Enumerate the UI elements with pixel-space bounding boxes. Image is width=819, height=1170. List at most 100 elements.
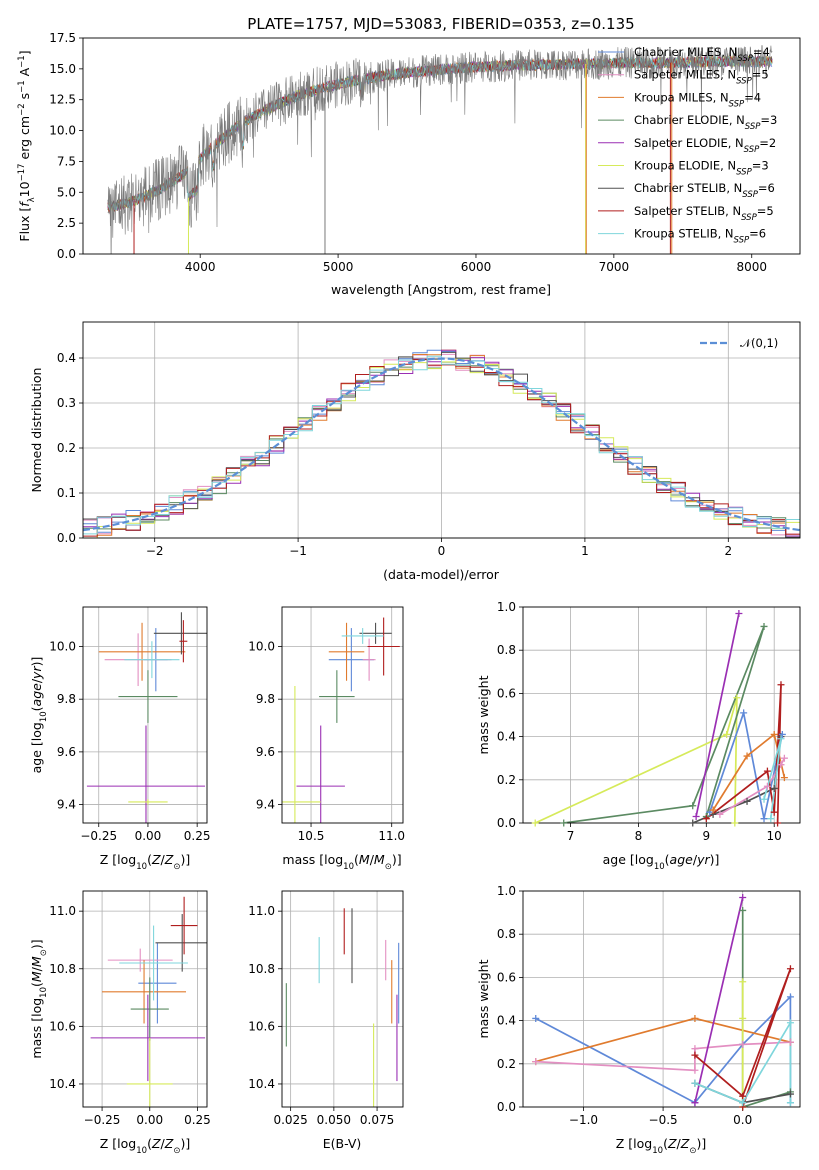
- weight-marker: [532, 1014, 540, 1022]
- weight-marker: [770, 784, 778, 792]
- label-part: Kroupa ELODIE, N: [634, 159, 736, 173]
- y-tick-label: 11.0: [49, 904, 76, 918]
- label-part: SSP: [741, 213, 757, 223]
- label-part: age: [670, 852, 694, 867]
- y-tick-label: 10.4: [248, 1077, 275, 1091]
- label-part: SSP: [745, 122, 761, 132]
- x-tick-label: 0.00: [136, 1113, 163, 1127]
- label-part: age [log: [603, 852, 654, 867]
- label-part: /: [693, 852, 698, 867]
- axes-frame: [522, 890, 801, 1108]
- label-part: =4: [744, 90, 761, 104]
- label-part: SSP: [729, 99, 745, 109]
- label-part: SSP: [742, 190, 758, 200]
- weight-line-salpeter-stelib: [694, 968, 792, 1107]
- weight-marker: [770, 730, 778, 738]
- plot-area: [282, 617, 400, 823]
- label-part: =3: [760, 113, 777, 127]
- y-tick-label: 0.0: [57, 247, 76, 261]
- label-part: Salpeter ELODIE, N: [634, 136, 744, 150]
- label-part: =5: [757, 204, 774, 218]
- label-part: =4: [753, 45, 770, 59]
- weight-line-chabrier-miles: [708, 709, 784, 819]
- label-part: )]: [392, 852, 402, 867]
- x-tick-label: −0.5: [649, 1113, 678, 1127]
- x-tick-label: 5000: [323, 260, 354, 274]
- legend-entry: 𝒩(0,1): [740, 336, 778, 350]
- y-tick-label: 10.0: [49, 124, 76, 138]
- label-part: =2: [759, 136, 776, 150]
- weight-line-chabrier-elodie: [563, 626, 765, 823]
- y-tick-label: 7.5: [57, 154, 76, 168]
- label-part: 10: [343, 862, 354, 872]
- x-tick-label: 8000: [736, 260, 767, 274]
- label-part: (: [663, 1136, 668, 1151]
- label-part: SSP: [734, 236, 750, 246]
- label-part: (: [147, 1136, 152, 1151]
- panel-age-vs-Z: −0.25 0.00 0.259.49.69.810.0Z [log10(Z/Z⊙)…: [29, 606, 211, 872]
- x-tick-label: 0.025: [273, 1113, 307, 1127]
- label-part: Z: [164, 852, 174, 867]
- label-part: (: [665, 852, 670, 867]
- x-tick-label: 2: [724, 544, 732, 558]
- label-part: Flux [: [17, 207, 32, 242]
- label-part: f: [17, 201, 32, 207]
- weight-marker: [786, 1019, 794, 1027]
- x-tick-label: 7000: [599, 260, 630, 274]
- label-part: (: [354, 852, 359, 867]
- label-part: M: [29, 956, 44, 967]
- y-tick-label: 1.0: [497, 884, 516, 898]
- y-axis-label: mass weight: [476, 675, 491, 754]
- weight-marker: [743, 797, 751, 805]
- x-tick-label: −2: [146, 544, 164, 558]
- y-tick-label: 10.0: [49, 640, 76, 654]
- x-axis-label: wavelength [Angstrom, rest frame]: [331, 282, 551, 297]
- y-tick-label: 10.8: [49, 962, 76, 976]
- legend-entry: Kroupa MILES, NSSP=4: [634, 90, 761, 109]
- y-tick-label: 9.4: [57, 798, 76, 812]
- label-part: ⊙: [173, 862, 180, 872]
- label-part: (: [29, 706, 44, 711]
- x-tick-label: −1: [289, 544, 307, 558]
- y-tick-label: 10.0: [248, 640, 275, 654]
- x-tick-label: 0.00: [135, 829, 162, 843]
- legend-entry: Chabrier STELIB, NSSP=6: [634, 181, 775, 200]
- y-tick-label: 11.0: [248, 904, 275, 918]
- label-part: =3: [752, 159, 769, 173]
- y-tick-label: 0.2: [497, 1057, 516, 1071]
- label-part: /: [161, 1136, 166, 1151]
- label-part: mass [log: [29, 998, 44, 1059]
- x-tick-label: 10.5: [298, 829, 325, 843]
- x-tick-label: 11.0: [378, 829, 405, 843]
- y-tick-label: 0.8: [497, 927, 516, 941]
- weight-marker: [760, 795, 768, 803]
- observed-spectrum: [107, 45, 773, 254]
- legend-entry: Chabrier ELODIE, NSSP=3: [634, 113, 777, 132]
- y-tick-label: 0.6: [497, 686, 516, 700]
- y-axis-label: mass [log10(M/M⊙)]: [29, 939, 49, 1058]
- label-part: Chabrier STELIB, N: [634, 181, 742, 195]
- weight-marker: [739, 893, 747, 901]
- y-tick-label: 10.8: [248, 962, 275, 976]
- weight-line-salpeter-miles: [719, 757, 786, 816]
- x-axis-label: (data-model)/error: [383, 567, 500, 582]
- weight-marker: [770, 808, 778, 816]
- x-tick-label: 0.075: [360, 1113, 394, 1127]
- label-part: SSP: [736, 77, 752, 87]
- label-part: /: [370, 852, 375, 867]
- weight-marker: [786, 965, 794, 973]
- weight-marker: [786, 993, 794, 1001]
- y-tick-label: 0.6: [497, 970, 516, 984]
- label-part: A: [17, 67, 32, 80]
- weight-marker: [760, 622, 768, 630]
- weight-line-salpeter-elodie: [694, 897, 744, 1103]
- y-tick-label: 0.4: [57, 351, 76, 365]
- label-part: −1: [17, 80, 27, 93]
- plot-area: [534, 613, 786, 823]
- x-axis-label: mass [log10(M/M⊙)]: [282, 852, 401, 872]
- weight-marker: [731, 819, 739, 827]
- x-tick-label: 7: [567, 829, 575, 843]
